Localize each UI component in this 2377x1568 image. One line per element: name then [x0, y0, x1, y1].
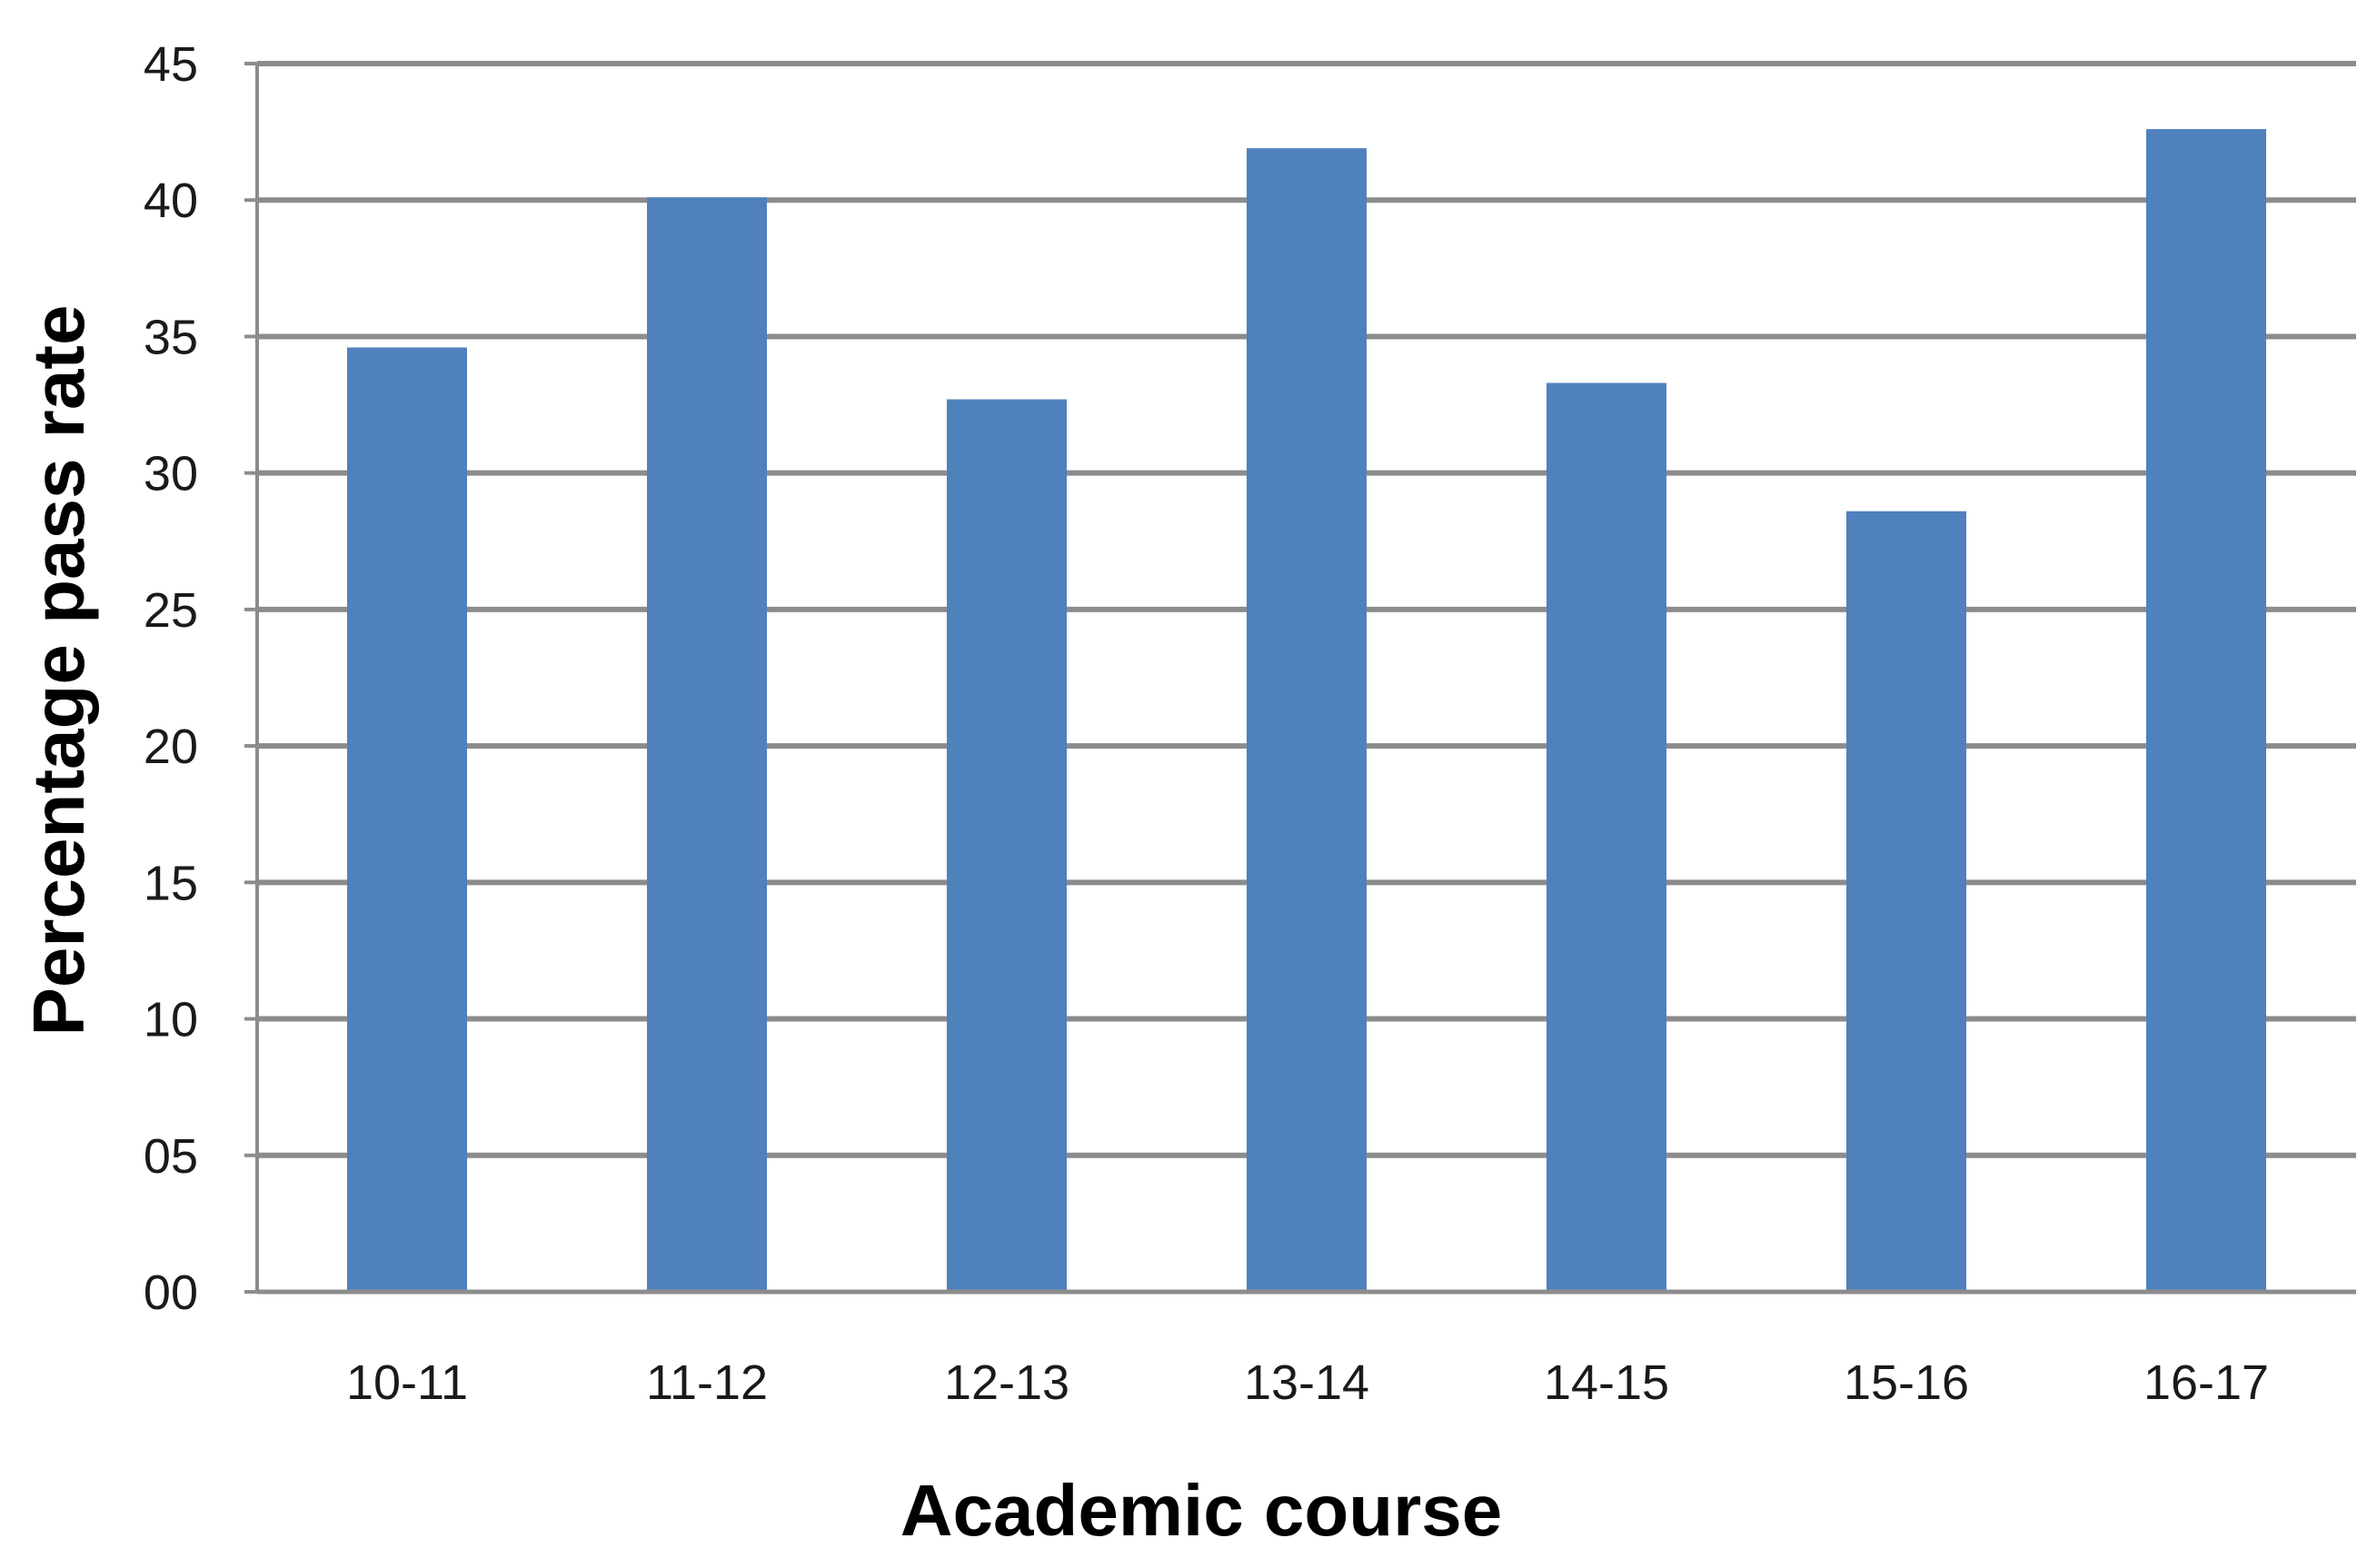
bar-15-16 [1846, 511, 1966, 1292]
y-tick-label: 00 [144, 1265, 198, 1320]
bars [347, 129, 2266, 1293]
x-tick-label: 10-11 [346, 1355, 468, 1410]
x-tick-label: 15-16 [1844, 1355, 1969, 1410]
y-tick-label: 20 [144, 719, 198, 774]
y-tick-label: 05 [144, 1129, 198, 1184]
bar-12-13 [947, 399, 1067, 1293]
bar-16-17 [2146, 129, 2266, 1292]
x-tick-label: 16-17 [2143, 1355, 2269, 1410]
y-tick-label: 15 [144, 856, 198, 910]
y-tick-label: 45 [144, 37, 198, 92]
x-tick-label: 11-12 [646, 1355, 768, 1410]
bar-11-12 [647, 197, 767, 1292]
y-tick-label: 35 [144, 310, 198, 364]
y-tick-label: 10 [144, 993, 198, 1047]
x-tick-label: 12-13 [944, 1355, 1069, 1410]
bar-13-14 [1247, 148, 1367, 1292]
bar-14-15 [1547, 382, 1666, 1292]
x-axis-title: Academic course [900, 1470, 1503, 1551]
y-axis-title: Percentage pass rate [18, 305, 99, 1037]
y-tick-label: 25 [144, 583, 198, 638]
x-tick-label: 13-14 [1244, 1355, 1369, 1410]
y-tick-labels: 00 05 10 15 20 25 30 35 40 45 [144, 37, 198, 1320]
y-tick-label: 30 [144, 447, 198, 501]
bar-10-11 [347, 347, 467, 1293]
axes [244, 62, 2356, 1295]
y-tick-label: 40 [144, 174, 198, 228]
x-tick-labels: 10-11 11-12 12-13 13-14 14-15 15-16 16-17 [346, 1355, 2269, 1410]
x-tick-label: 14-15 [1544, 1355, 1669, 1410]
